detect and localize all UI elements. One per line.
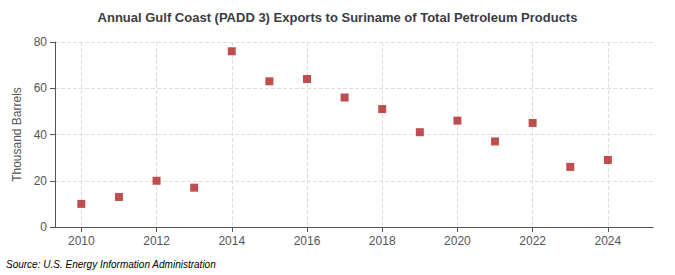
svg-text:2020: 2020: [444, 234, 471, 248]
svg-text:2018: 2018: [369, 234, 396, 248]
svg-text:60: 60: [34, 81, 48, 95]
svg-text:2014: 2014: [218, 234, 245, 248]
svg-text:Thousand Barrels: Thousand Barrels: [10, 87, 24, 182]
svg-text:2024: 2024: [595, 234, 622, 248]
svg-text:2010: 2010: [68, 234, 95, 248]
svg-text:2012: 2012: [143, 234, 170, 248]
svg-text:40: 40: [34, 128, 48, 142]
svg-text:Source: U.S. Energy Informatio: Source: U.S. Energy Information Administ…: [6, 259, 216, 270]
svg-text:2022: 2022: [519, 234, 546, 248]
svg-text:20: 20: [34, 174, 48, 188]
svg-text:80: 80: [34, 35, 48, 49]
svg-text:Annual Gulf Coast (PADD 3) Exp: Annual Gulf Coast (PADD 3) Exports to Su…: [98, 10, 578, 25]
svg-text:0: 0: [40, 220, 47, 234]
svg-text:2016: 2016: [294, 234, 321, 248]
